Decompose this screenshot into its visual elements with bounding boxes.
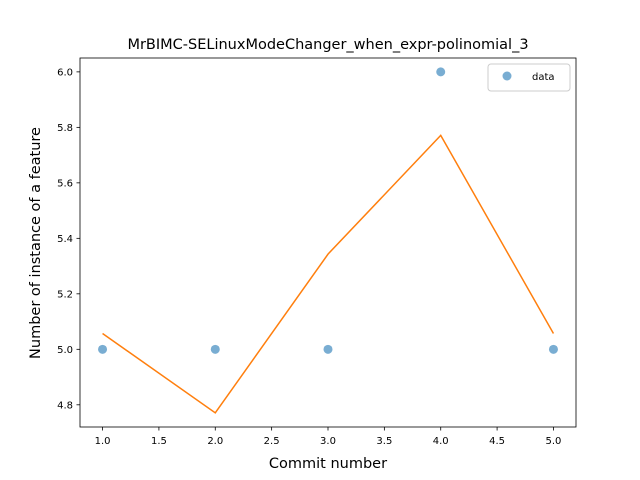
data-point xyxy=(436,67,446,77)
x-tick-label: 4.0 xyxy=(433,436,449,447)
y-tick-label: 6.0 xyxy=(57,67,73,78)
y-tick-label: 5.8 xyxy=(57,123,73,134)
x-axis-label: Commit number xyxy=(269,456,387,472)
y-tick-label: 5.6 xyxy=(57,178,73,189)
x-tick-label: 1.0 xyxy=(95,436,111,447)
legend-frame xyxy=(487,63,571,92)
x-tick-label: 5.0 xyxy=(546,436,562,447)
data-point xyxy=(210,344,220,354)
y-tick-label: 4.8 xyxy=(57,400,73,411)
fit-line xyxy=(102,134,555,414)
x-tick-label: 3.5 xyxy=(376,436,392,447)
x-tick-label: 4.5 xyxy=(489,436,505,447)
chart-title: MrBIMC-SELinuxModeChanger_when_expr-poli… xyxy=(127,37,528,53)
data-point xyxy=(548,344,558,354)
y-axis-label: Number of instance of a feature xyxy=(28,127,44,359)
x-tick-label: 2.5 xyxy=(264,436,280,447)
legend: data xyxy=(487,63,571,92)
legend-marker-data xyxy=(502,71,512,81)
legend-label-data: data xyxy=(532,72,555,83)
plot-area: 1.0 1.5 2.0 2.5 3.0 3.5 4.0 4.5 5.0 4.8 5.0 5.2 5.4 5… xyxy=(57,57,577,447)
x-tick-label: 3.0 xyxy=(320,436,336,447)
y-tick-label: 5.0 xyxy=(57,345,73,356)
axes-frame xyxy=(79,57,577,428)
data-point xyxy=(323,344,333,354)
y-tick-label: 5.4 xyxy=(57,234,73,245)
x-tick-label: 2.0 xyxy=(207,436,223,447)
y-tick-label: 5.2 xyxy=(57,289,73,300)
x-tick-label: 1.5 xyxy=(151,436,167,447)
data-point xyxy=(98,344,108,354)
